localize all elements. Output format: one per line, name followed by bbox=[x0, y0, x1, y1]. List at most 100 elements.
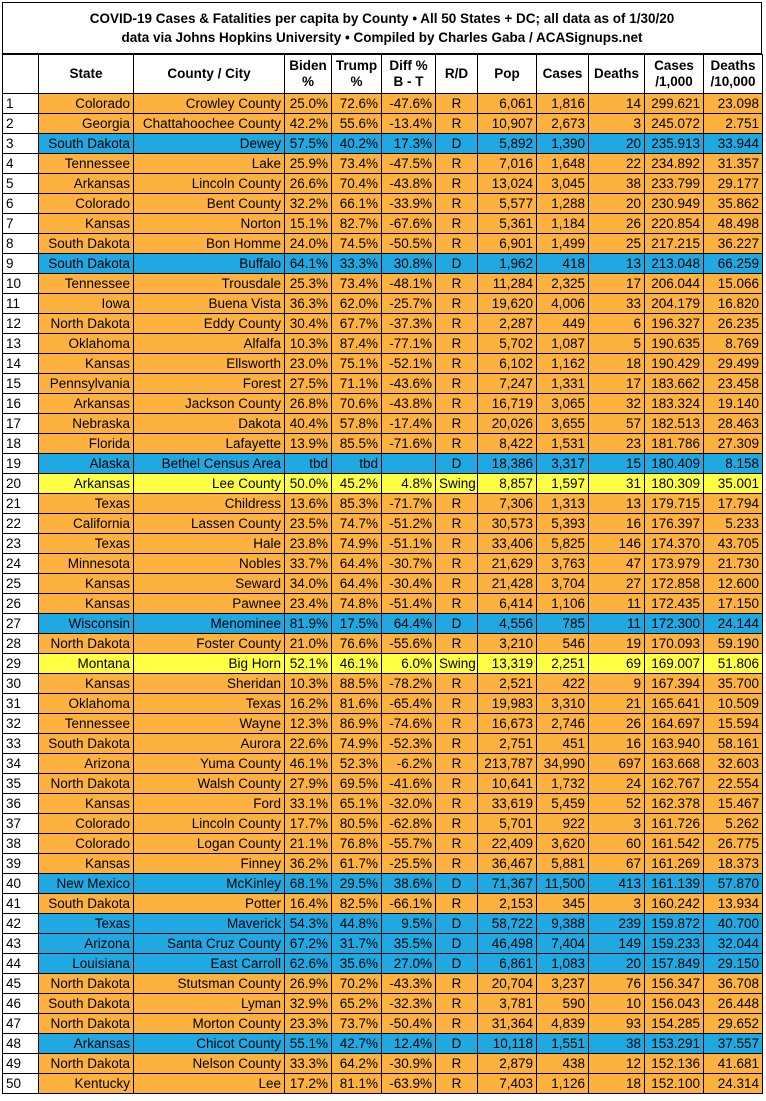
table-row: 9 South Dakota Buffalo 64.1% 33.3% 30.8% D 1,96… bbox=[2, 253, 763, 274]
party: R bbox=[435, 233, 478, 254]
population: 6,102 bbox=[477, 353, 537, 374]
deaths-per-10000: 26.235 bbox=[703, 313, 763, 334]
cases-per-1000: 183.324 bbox=[644, 393, 704, 414]
biden-pct: 26.8% bbox=[284, 393, 332, 414]
cases: 9,388 bbox=[536, 913, 589, 934]
trump-pct: 82.7% bbox=[331, 213, 382, 234]
deaths-per-10000: 23.098 bbox=[703, 93, 763, 114]
population: 2,751 bbox=[477, 733, 537, 754]
table-row: 46 South Dakota Lyman 32.9% 65.2% -32.3% R 3,78… bbox=[2, 993, 763, 1014]
table-row: 17 Nebraska Dakota 40.4% 57.8% -17.4% R 20,026 3… bbox=[2, 413, 763, 434]
column-header: Deaths bbox=[588, 54, 645, 94]
deaths: 17 bbox=[588, 373, 645, 394]
table-row: 27 Wisconsin Menominee 81.9% 17.5% 64.4% D 4,55… bbox=[2, 613, 763, 634]
diff-pct: 12.4% bbox=[381, 1033, 436, 1054]
state: Texas bbox=[38, 533, 134, 554]
county: Hale bbox=[133, 533, 285, 554]
diff-pct: -48.1% bbox=[381, 273, 436, 294]
cases-per-1000: 170.093 bbox=[644, 633, 704, 654]
state: Tennessee bbox=[38, 713, 134, 734]
cases-per-1000: 245.072 bbox=[644, 113, 704, 134]
cases-per-1000: 169.007 bbox=[644, 653, 704, 674]
state: Pennsylvania bbox=[38, 373, 134, 394]
deaths: 413 bbox=[588, 873, 645, 894]
population: 58,722 bbox=[477, 913, 537, 934]
trump-pct: 74.9% bbox=[331, 733, 382, 754]
biden-pct: 42.2% bbox=[284, 113, 332, 134]
county: Santa Cruz County bbox=[133, 933, 285, 954]
table-row: 28 North Dakota Foster County 21.0% 76.6% -55… bbox=[2, 633, 763, 654]
state: Oklahoma bbox=[38, 333, 134, 354]
deaths: 15 bbox=[588, 453, 645, 474]
cases: 1,313 bbox=[536, 493, 589, 514]
state: Colorado bbox=[38, 833, 134, 854]
table-row: 20 Arkansas Lee County 50.0% 45.2% 4.8% Swing 8… bbox=[2, 473, 763, 494]
biden-pct: 27.5% bbox=[284, 373, 332, 394]
state: Kansas bbox=[38, 353, 134, 374]
cases-per-1000: 161.139 bbox=[644, 873, 704, 894]
population: 6,901 bbox=[477, 233, 537, 254]
row-number: 15 bbox=[2, 373, 39, 394]
population: 2,153 bbox=[477, 893, 537, 914]
trump-pct: 74.9% bbox=[331, 533, 382, 554]
deaths-per-10000: 29.652 bbox=[703, 1013, 763, 1034]
biden-pct: 67.2% bbox=[284, 933, 332, 954]
row-number: 33 bbox=[2, 733, 39, 754]
party: R bbox=[435, 433, 478, 454]
county: Ford bbox=[133, 793, 285, 814]
diff-pct: -32.3% bbox=[381, 993, 436, 1014]
deaths-per-10000: 15.467 bbox=[703, 793, 763, 814]
county: Norton bbox=[133, 213, 285, 234]
deaths: 22 bbox=[588, 153, 645, 174]
deaths: 20 bbox=[588, 953, 645, 974]
state: Kansas bbox=[38, 853, 134, 874]
population: 19,983 bbox=[477, 693, 537, 714]
county: Alfalfa bbox=[133, 333, 285, 354]
trump-pct: 64.2% bbox=[331, 1053, 382, 1074]
deaths: 14 bbox=[588, 93, 645, 114]
county: Pawnee bbox=[133, 593, 285, 614]
county: Bon Homme bbox=[133, 233, 285, 254]
cases-per-1000: 180.309 bbox=[644, 473, 704, 494]
row-number: 36 bbox=[2, 793, 39, 814]
deaths-per-10000: 10.509 bbox=[703, 693, 763, 714]
diff-pct: -43.8% bbox=[381, 173, 436, 194]
column-header: R/D bbox=[435, 54, 478, 94]
cases: 1,331 bbox=[536, 373, 589, 394]
party: R bbox=[435, 1053, 478, 1074]
biden-pct: 36.2% bbox=[284, 853, 332, 874]
table-row: 38 Colorado Logan County 21.1% 76.8% -55.7% R 2… bbox=[2, 833, 763, 854]
row-number: 10 bbox=[2, 273, 39, 294]
party: D bbox=[435, 873, 478, 894]
cases: 3,655 bbox=[536, 413, 589, 434]
deaths: 27 bbox=[588, 573, 645, 594]
biden-pct: 26.6% bbox=[284, 173, 332, 194]
table-row: 25 Kansas Seward 34.0% 64.4% -30.4% R 21,428 3,7… bbox=[2, 573, 763, 594]
table-row: 42 Texas Maverick 54.3% 44.8% 9.5% D 58,722 9,38… bbox=[2, 913, 763, 934]
deaths-per-10000: 36.708 bbox=[703, 973, 763, 994]
population: 36,467 bbox=[477, 853, 537, 874]
party: R bbox=[435, 373, 478, 394]
party: R bbox=[435, 673, 478, 694]
diff-pct: -66.1% bbox=[381, 893, 436, 914]
deaths: 20 bbox=[588, 133, 645, 154]
state: Texas bbox=[38, 913, 134, 934]
table-row: 15 Pennsylvania Forest 27.5% 71.1% -43.6% R 7,2… bbox=[2, 373, 763, 394]
cases: 3,620 bbox=[536, 833, 589, 854]
state: Arkansas bbox=[38, 1033, 134, 1054]
county: Chattahoochee County bbox=[133, 113, 285, 134]
cases-per-1000: 172.435 bbox=[644, 593, 704, 614]
diff-pct: 27.0% bbox=[381, 953, 436, 974]
deaths: 5 bbox=[588, 333, 645, 354]
deaths: 26 bbox=[588, 713, 645, 734]
party: R bbox=[435, 193, 478, 214]
cases-per-1000: 165.641 bbox=[644, 693, 704, 714]
party: D bbox=[435, 1033, 478, 1054]
trump-pct: 73.4% bbox=[331, 273, 382, 294]
biden-pct: 33.1% bbox=[284, 793, 332, 814]
population: 3,210 bbox=[477, 633, 537, 654]
diff-pct: -37.3% bbox=[381, 313, 436, 334]
table-row: 10 Tennessee Trousdale 25.3% 73.4% -48.1% R 11,… bbox=[2, 273, 763, 294]
population: 8,422 bbox=[477, 433, 537, 454]
